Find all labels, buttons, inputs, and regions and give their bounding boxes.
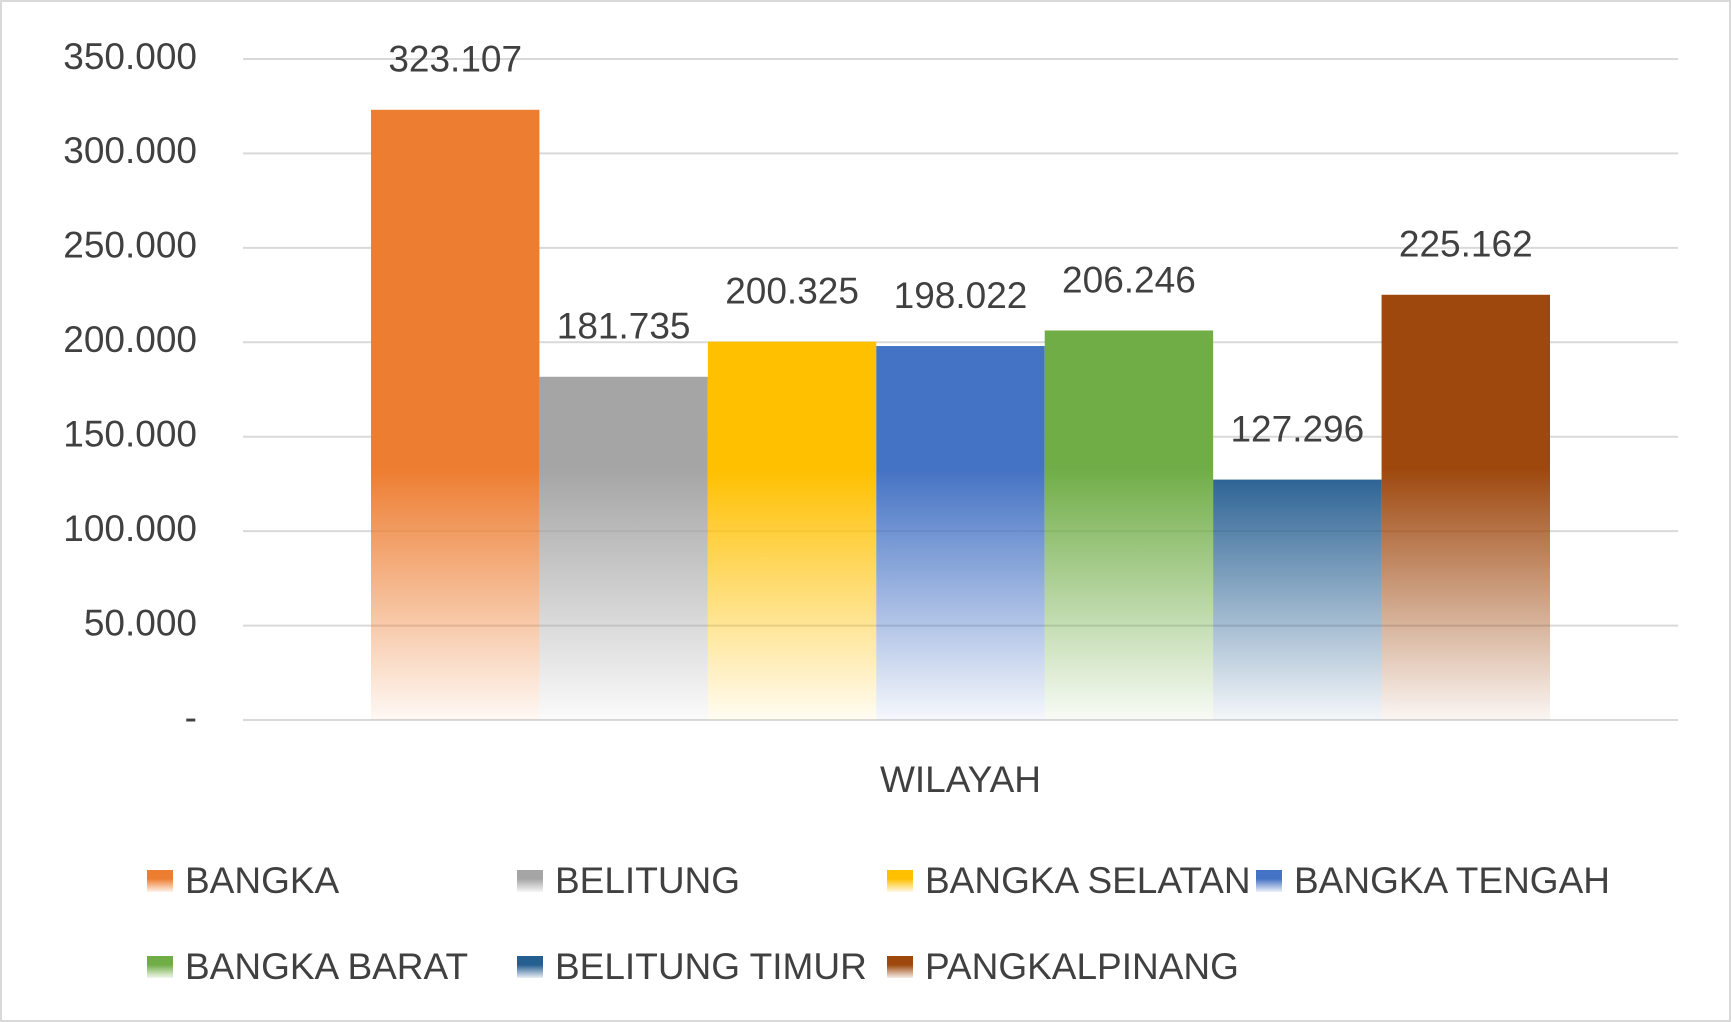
y-tick-label: 300.000 (63, 130, 197, 171)
legend-swatch (887, 956, 913, 978)
legend-swatch (517, 956, 543, 978)
data-label: 127.296 (1230, 408, 1364, 449)
legend-label: BANGKA SELATAN (925, 860, 1251, 901)
y-tick-label: 100.000 (63, 508, 197, 549)
bar (1381, 294, 1550, 720)
y-tick-label: 50.000 (84, 602, 197, 643)
bar (876, 346, 1045, 720)
bar (707, 341, 877, 720)
y-tick-label: 250.000 (63, 225, 197, 266)
legend-swatch (147, 870, 173, 892)
bar (1213, 479, 1382, 720)
legend-label: BANGKA TENGAH (1294, 860, 1610, 901)
legend-swatch (147, 956, 173, 978)
legend-swatch (1256, 870, 1282, 892)
data-label: 181.735 (557, 306, 691, 347)
y-tick-label: 200.000 (63, 319, 197, 360)
legend-swatch (517, 870, 543, 892)
bar (1044, 330, 1214, 720)
legend-label: BELITUNG (555, 860, 740, 901)
legend-label: PANGKALPINANG (925, 946, 1239, 987)
y-tick-label: 150.000 (63, 413, 197, 454)
bar (539, 376, 708, 720)
legend-label: BANGKA (185, 860, 340, 901)
data-label: 198.022 (894, 275, 1028, 316)
data-label: 225.162 (1399, 224, 1533, 265)
y-tick-label: - (185, 697, 197, 738)
bar (371, 109, 540, 720)
legend-label: BELITUNG TIMUR (555, 946, 867, 987)
data-label: 323.107 (388, 39, 522, 80)
legend-label: BANGKA BARAT (185, 946, 468, 987)
legend-swatch (887, 870, 913, 892)
data-label: 200.325 (725, 270, 859, 311)
y-tick-label: 350.000 (63, 36, 197, 77)
x-tick-label: WILAYAH (880, 759, 1041, 800)
data-label: 206.246 (1062, 259, 1196, 300)
